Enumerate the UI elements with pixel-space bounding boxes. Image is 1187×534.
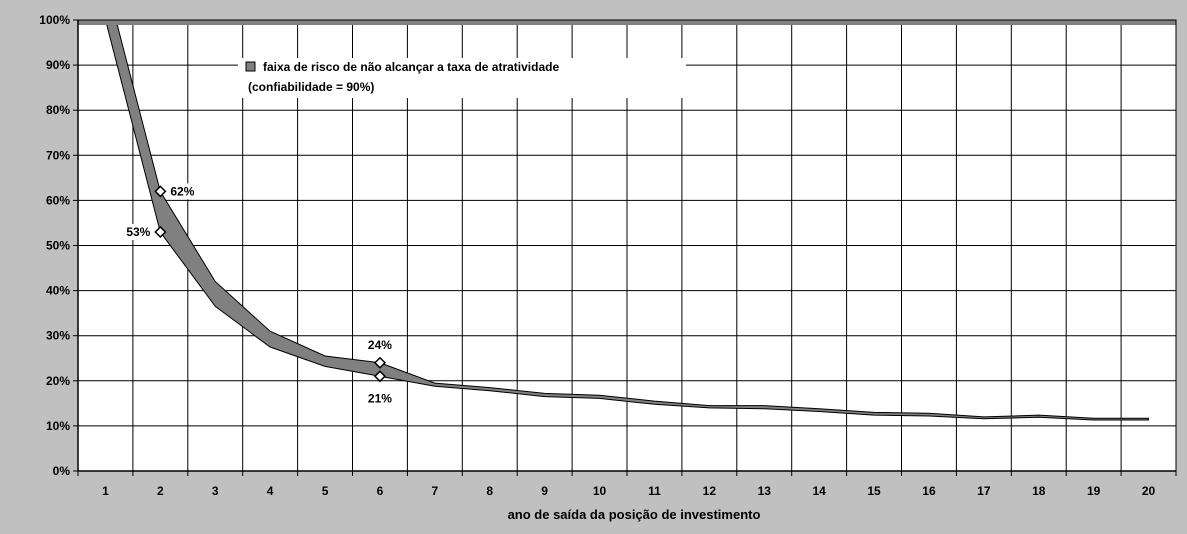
x-tick-label: 7 [432,484,439,498]
x-tick-label: 4 [267,484,274,498]
y-tick-label: 100% [39,13,70,27]
x-tick-label: 18 [1032,484,1046,498]
legend-swatch [245,61,256,72]
data-marker [154,225,167,239]
y-tick-label: 70% [46,148,70,162]
x-tick-label: 2 [157,484,164,498]
data-label: 62% [170,184,194,198]
x-tick-label: 12 [703,484,717,498]
data-label-background [362,390,397,407]
x-tick-label: 14 [812,484,826,498]
risk-band-area [105,20,1149,421]
x-tick-label: 15 [867,484,881,498]
x-tick-label: 11 [648,484,661,498]
x-tick-label: 3 [212,484,219,498]
x-tick-label: 6 [377,484,384,498]
data-marker [154,185,167,198]
x-tick-label: 16 [922,484,936,498]
plot-area: 0%10%20%30%40%50%60%70%80%90%100%1 2 3 4 5 6 7… [39,13,1177,498]
legend-box [238,58,686,98]
data-label: 21% [368,391,392,405]
data-label: 53% [126,225,150,239]
plot-top-band [78,20,1176,25]
data-marker [373,370,387,383]
y-tick-label: 10% [46,419,70,433]
x-tick-label: 8 [486,484,493,498]
data-label-background [167,183,202,200]
x-tick-label: 10 [593,484,607,498]
data-marker [373,356,387,369]
legend-entry: faixa de risco de não alcançar a taxa de… [263,60,559,74]
y-tick-label: 40% [46,284,70,298]
x-tick-label: 5 [322,484,329,498]
x-axis-label: ano de saída da posição de investimento [508,507,761,522]
data-label: 24% [368,338,392,352]
x-tick-label: 19 [1087,484,1101,498]
y-tick-label: 0% [53,464,71,478]
data-label-background [119,223,154,240]
x-tick-label: 13 [758,484,772,498]
y-tick-label: 60% [46,193,70,207]
y-tick-label: 80% [46,103,70,117]
y-tick-label: 30% [46,329,70,343]
x-tick-label: 1 [102,484,109,498]
y-tick-label: 90% [46,58,70,72]
x-tick-label: 9 [541,484,548,498]
x-tick-label: 17 [977,484,991,498]
y-tick-label: 50% [46,239,70,253]
x-tick-label: 20 [1142,484,1156,498]
y-tick-label: 20% [46,374,70,388]
data-label-background [362,336,397,353]
legend-note: (confiabilidade = 90%) [248,80,374,94]
